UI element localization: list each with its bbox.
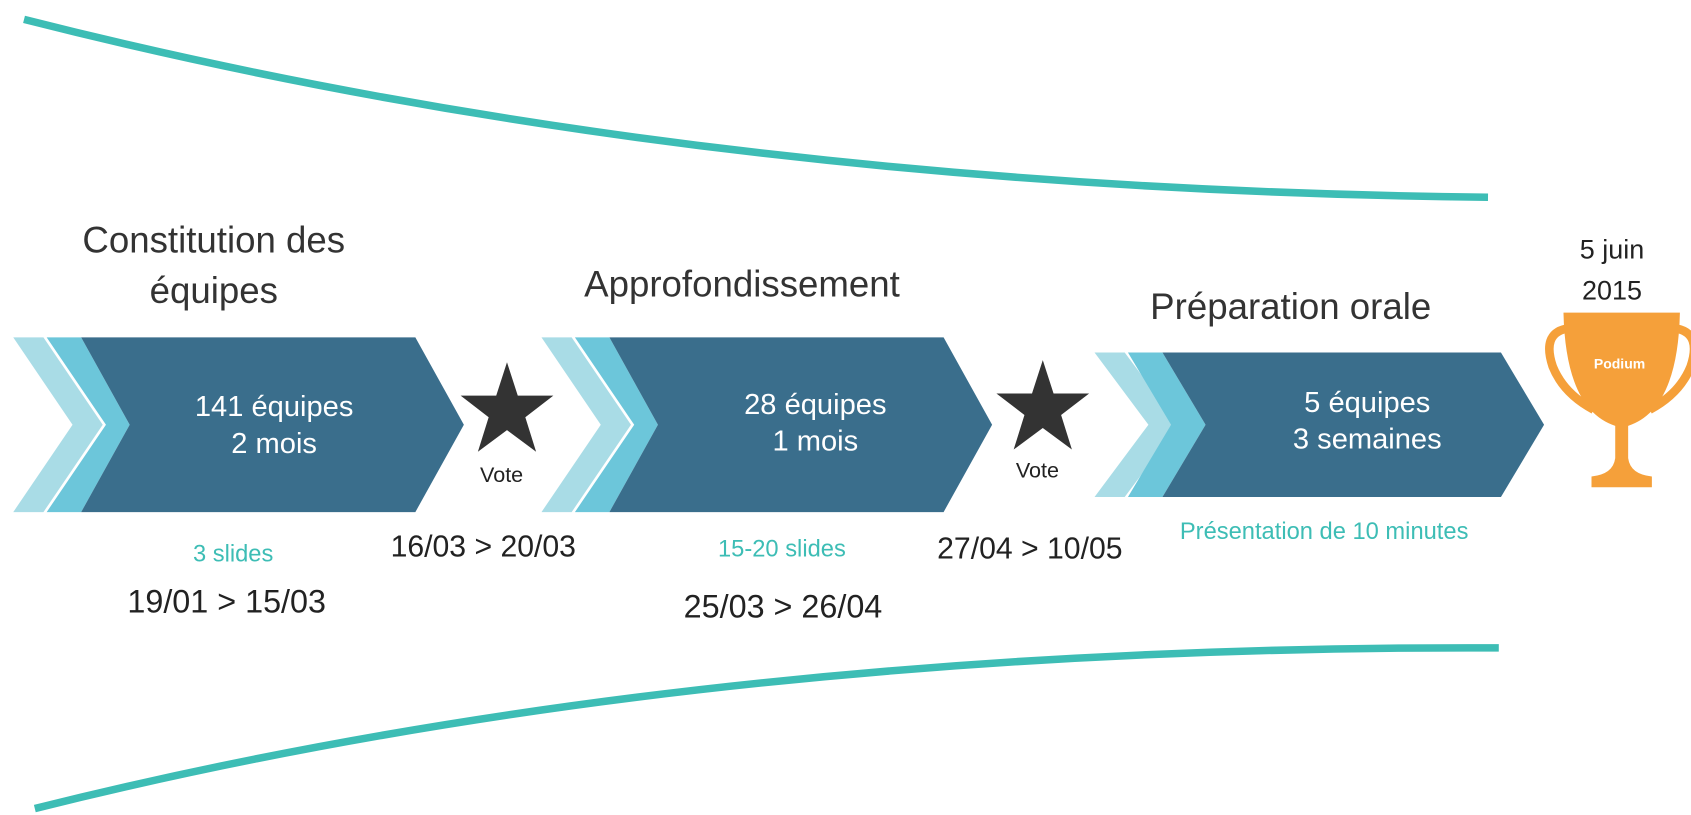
trophy [1545,312,1691,488]
phase-arrow [541,337,993,513]
phase-teams: 28 équipes [744,389,886,421]
phase-note: 15-20 slides [718,536,846,562]
funnel-bottom [33,644,1499,813]
vote-star [996,360,1090,450]
phase-title: Constitution des [82,219,345,260]
phase-duration: 3 semaines [1293,423,1442,455]
vote-dates: 27/04 > 10/05 [937,532,1122,565]
phase-title: Approfondissement [584,263,900,304]
funnel-top [23,15,1489,202]
phase-duration: 2 mois [231,428,317,460]
vote-star [460,362,554,452]
phase-arrow [13,337,464,513]
phase-dates: 19/01 > 15/03 [127,583,326,619]
phase-teams: 141 équipes [195,391,354,423]
phase-title: équipes [150,270,278,311]
phase-arrow [1094,352,1545,497]
vote-label: Vote [480,462,523,487]
vote-label: Vote [1016,458,1059,483]
phase-duration: 1 mois [772,426,858,458]
phase-note: Présentation de 10 minutes [1180,519,1469,545]
trophy-label: Podium [1594,356,1645,372]
phase-title: Préparation orale [1150,286,1431,327]
vote-dates: 16/03 > 20/03 [391,530,576,563]
phase-dates: 25/03 > 26/04 [684,589,883,625]
phase-teams: 5 équipes [1304,387,1430,419]
final-date: 5 juin [1580,235,1644,265]
final-date: 2015 [1582,276,1642,306]
phase-note: 3 slides [193,542,273,568]
